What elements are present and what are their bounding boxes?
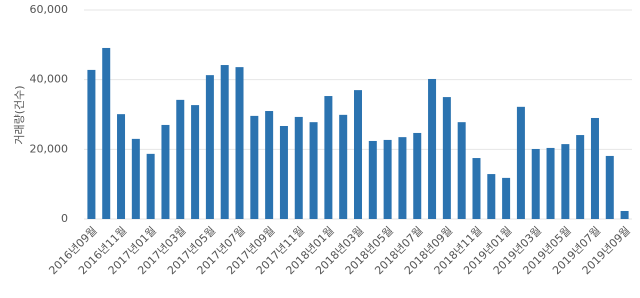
- bar: [176, 99, 185, 219]
- bar: [354, 90, 362, 219]
- bar: [324, 96, 333, 219]
- bar: [220, 65, 229, 219]
- bar: [265, 111, 274, 219]
- bar: [398, 137, 407, 219]
- bar: [339, 114, 348, 219]
- bar: [442, 97, 451, 219]
- bar: [487, 174, 496, 219]
- bar: [457, 122, 466, 219]
- bar: [502, 177, 511, 219]
- y-tick-label: 60,000: [30, 3, 69, 16]
- bar: [605, 155, 614, 219]
- bar: [590, 117, 599, 219]
- bar: [87, 69, 96, 219]
- bar: [205, 75, 214, 219]
- bar: [250, 115, 259, 219]
- bar: [383, 139, 392, 219]
- bar: [546, 147, 555, 219]
- bar: [576, 135, 585, 219]
- bar: [117, 114, 126, 219]
- bar: [428, 78, 437, 219]
- bar: [413, 132, 422, 219]
- bar: [161, 124, 170, 219]
- bar: [294, 116, 303, 219]
- bar: [279, 125, 288, 219]
- bar: [472, 158, 481, 219]
- bar: [191, 105, 200, 219]
- bar: [368, 140, 377, 219]
- bar: [620, 210, 629, 219]
- bar: [146, 153, 155, 219]
- y-tick-label: 40,000: [30, 73, 69, 86]
- y-axis-label: 거래량(건수): [13, 85, 26, 144]
- y-tick-label: 0: [61, 212, 68, 225]
- bar: [235, 67, 244, 219]
- bar: [531, 148, 540, 219]
- bar: [102, 47, 111, 219]
- bar: [309, 122, 318, 219]
- bar: [131, 138, 140, 219]
- bar: [561, 144, 570, 219]
- bar: [516, 106, 525, 219]
- y-tick-label: 20,000: [30, 142, 69, 155]
